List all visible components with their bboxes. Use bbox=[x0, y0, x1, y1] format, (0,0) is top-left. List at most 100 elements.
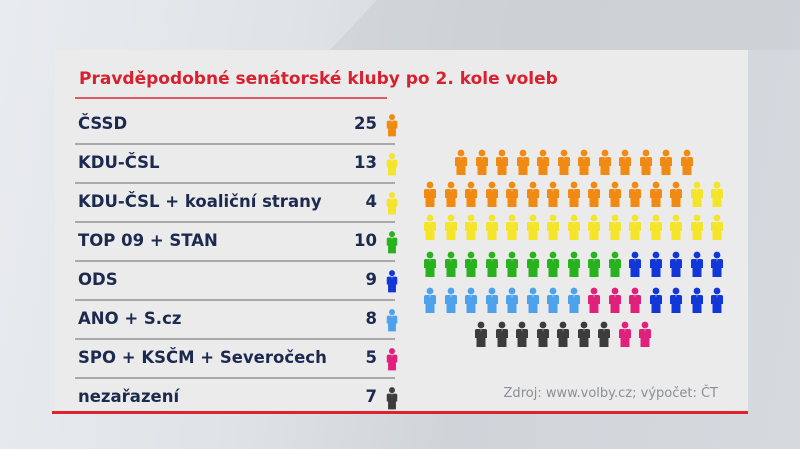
person-icon bbox=[687, 213, 708, 245]
legend-row: TOP 09 + STAN 10 bbox=[75, 223, 398, 262]
person-icon bbox=[666, 250, 687, 282]
person-icon bbox=[543, 250, 564, 282]
person-icon bbox=[385, 386, 399, 414]
bottom-divider bbox=[52, 411, 748, 414]
seat-count: 13 bbox=[354, 153, 377, 172]
person-icon bbox=[385, 269, 399, 297]
person-icon bbox=[420, 180, 441, 212]
legend-row: ANO + S.cz 8 bbox=[75, 301, 398, 340]
person-icon bbox=[707, 213, 728, 245]
person-icon bbox=[441, 286, 462, 318]
seat-row bbox=[420, 286, 728, 318]
legend-row: KDU-ČSL + koaliční strany 4 bbox=[75, 184, 398, 223]
person-icon bbox=[564, 286, 585, 318]
person-icon bbox=[543, 213, 564, 245]
person-icon bbox=[564, 213, 585, 245]
person-icon bbox=[707, 180, 728, 212]
person-icon bbox=[687, 250, 708, 282]
person-icon bbox=[584, 250, 605, 282]
person-icon bbox=[523, 250, 544, 282]
person-icon bbox=[605, 286, 626, 318]
chart-title: Pravděpodobné senátorské kluby po 2. kol… bbox=[79, 69, 558, 89]
person-icon bbox=[482, 213, 503, 245]
person-icon bbox=[687, 286, 708, 318]
person-icon bbox=[687, 180, 708, 212]
seat-count: 10 bbox=[354, 231, 377, 250]
party-name: KDU-ČSL bbox=[78, 153, 160, 172]
person-icon bbox=[502, 180, 523, 212]
person-icon bbox=[502, 286, 523, 318]
person-icon bbox=[553, 320, 574, 352]
legend-table: ČSSD 25 KDU-ČSL 13 KDU-ČSL + koaliční stra… bbox=[75, 106, 398, 416]
legend-row: ČSSD 25 bbox=[75, 106, 398, 145]
person-icon bbox=[605, 213, 626, 245]
person-icon bbox=[595, 148, 616, 180]
person-icon bbox=[420, 213, 441, 245]
person-icon bbox=[492, 320, 513, 352]
legend-row: KDU-ČSL 13 bbox=[75, 145, 398, 184]
person-icon bbox=[523, 213, 544, 245]
party-name: ODS bbox=[78, 270, 118, 289]
person-icon bbox=[471, 320, 492, 352]
person-icon bbox=[492, 148, 513, 180]
person-icon bbox=[625, 286, 646, 318]
person-icon bbox=[385, 191, 399, 219]
person-icon bbox=[677, 148, 698, 180]
person-icon bbox=[385, 152, 399, 180]
person-icon bbox=[707, 286, 728, 318]
person-icon bbox=[385, 347, 399, 375]
person-icon bbox=[472, 148, 493, 180]
person-icon bbox=[385, 230, 399, 258]
person-icon bbox=[656, 148, 677, 180]
person-icon bbox=[543, 180, 564, 212]
person-icon bbox=[564, 250, 585, 282]
person-icon bbox=[441, 180, 462, 212]
person-icon bbox=[482, 180, 503, 212]
person-icon bbox=[574, 320, 595, 352]
person-icon bbox=[461, 250, 482, 282]
person-icon bbox=[441, 213, 462, 245]
background-map bbox=[330, 0, 800, 50]
person-icon bbox=[513, 148, 534, 180]
person-icon bbox=[502, 213, 523, 245]
seat-row bbox=[420, 180, 728, 212]
person-icon bbox=[666, 286, 687, 318]
person-icon bbox=[574, 148, 595, 180]
person-icon bbox=[625, 213, 646, 245]
seat-row bbox=[420, 250, 728, 282]
person-icon bbox=[625, 250, 646, 282]
person-icon bbox=[646, 286, 667, 318]
title-divider bbox=[75, 97, 387, 99]
person-icon bbox=[646, 250, 667, 282]
person-icon bbox=[461, 180, 482, 212]
person-icon bbox=[385, 308, 399, 336]
seat-row bbox=[451, 148, 697, 180]
legend-row: nezařazení 7 bbox=[75, 379, 398, 416]
person-icon bbox=[482, 250, 503, 282]
person-icon bbox=[646, 180, 667, 212]
seat-count: 4 bbox=[365, 192, 377, 211]
party-name: SPO + KSČM + Severočech bbox=[78, 348, 327, 367]
source-note: Zdroj: www.volby.cz; výpočet: ČT bbox=[503, 386, 718, 401]
person-icon bbox=[635, 320, 656, 352]
person-icon bbox=[584, 213, 605, 245]
person-icon bbox=[523, 180, 544, 212]
person-icon bbox=[554, 148, 575, 180]
party-name: nezařazení bbox=[78, 387, 180, 406]
person-icon bbox=[420, 250, 441, 282]
seat-count: 7 bbox=[365, 387, 377, 406]
person-icon bbox=[646, 213, 667, 245]
person-icon bbox=[461, 213, 482, 245]
person-icon bbox=[451, 148, 472, 180]
seat-row bbox=[471, 320, 656, 352]
person-icon bbox=[625, 180, 646, 212]
person-icon bbox=[461, 286, 482, 318]
person-icon bbox=[533, 320, 554, 352]
person-icon bbox=[605, 250, 626, 282]
party-name: KDU-ČSL + koaliční strany bbox=[78, 192, 322, 211]
person-icon bbox=[420, 286, 441, 318]
seat-count: 9 bbox=[365, 270, 377, 289]
chart-panel: Pravděpodobné senátorské kluby po 2. kol… bbox=[55, 50, 748, 412]
person-icon bbox=[523, 286, 544, 318]
party-name: TOP 09 + STAN bbox=[78, 231, 218, 250]
